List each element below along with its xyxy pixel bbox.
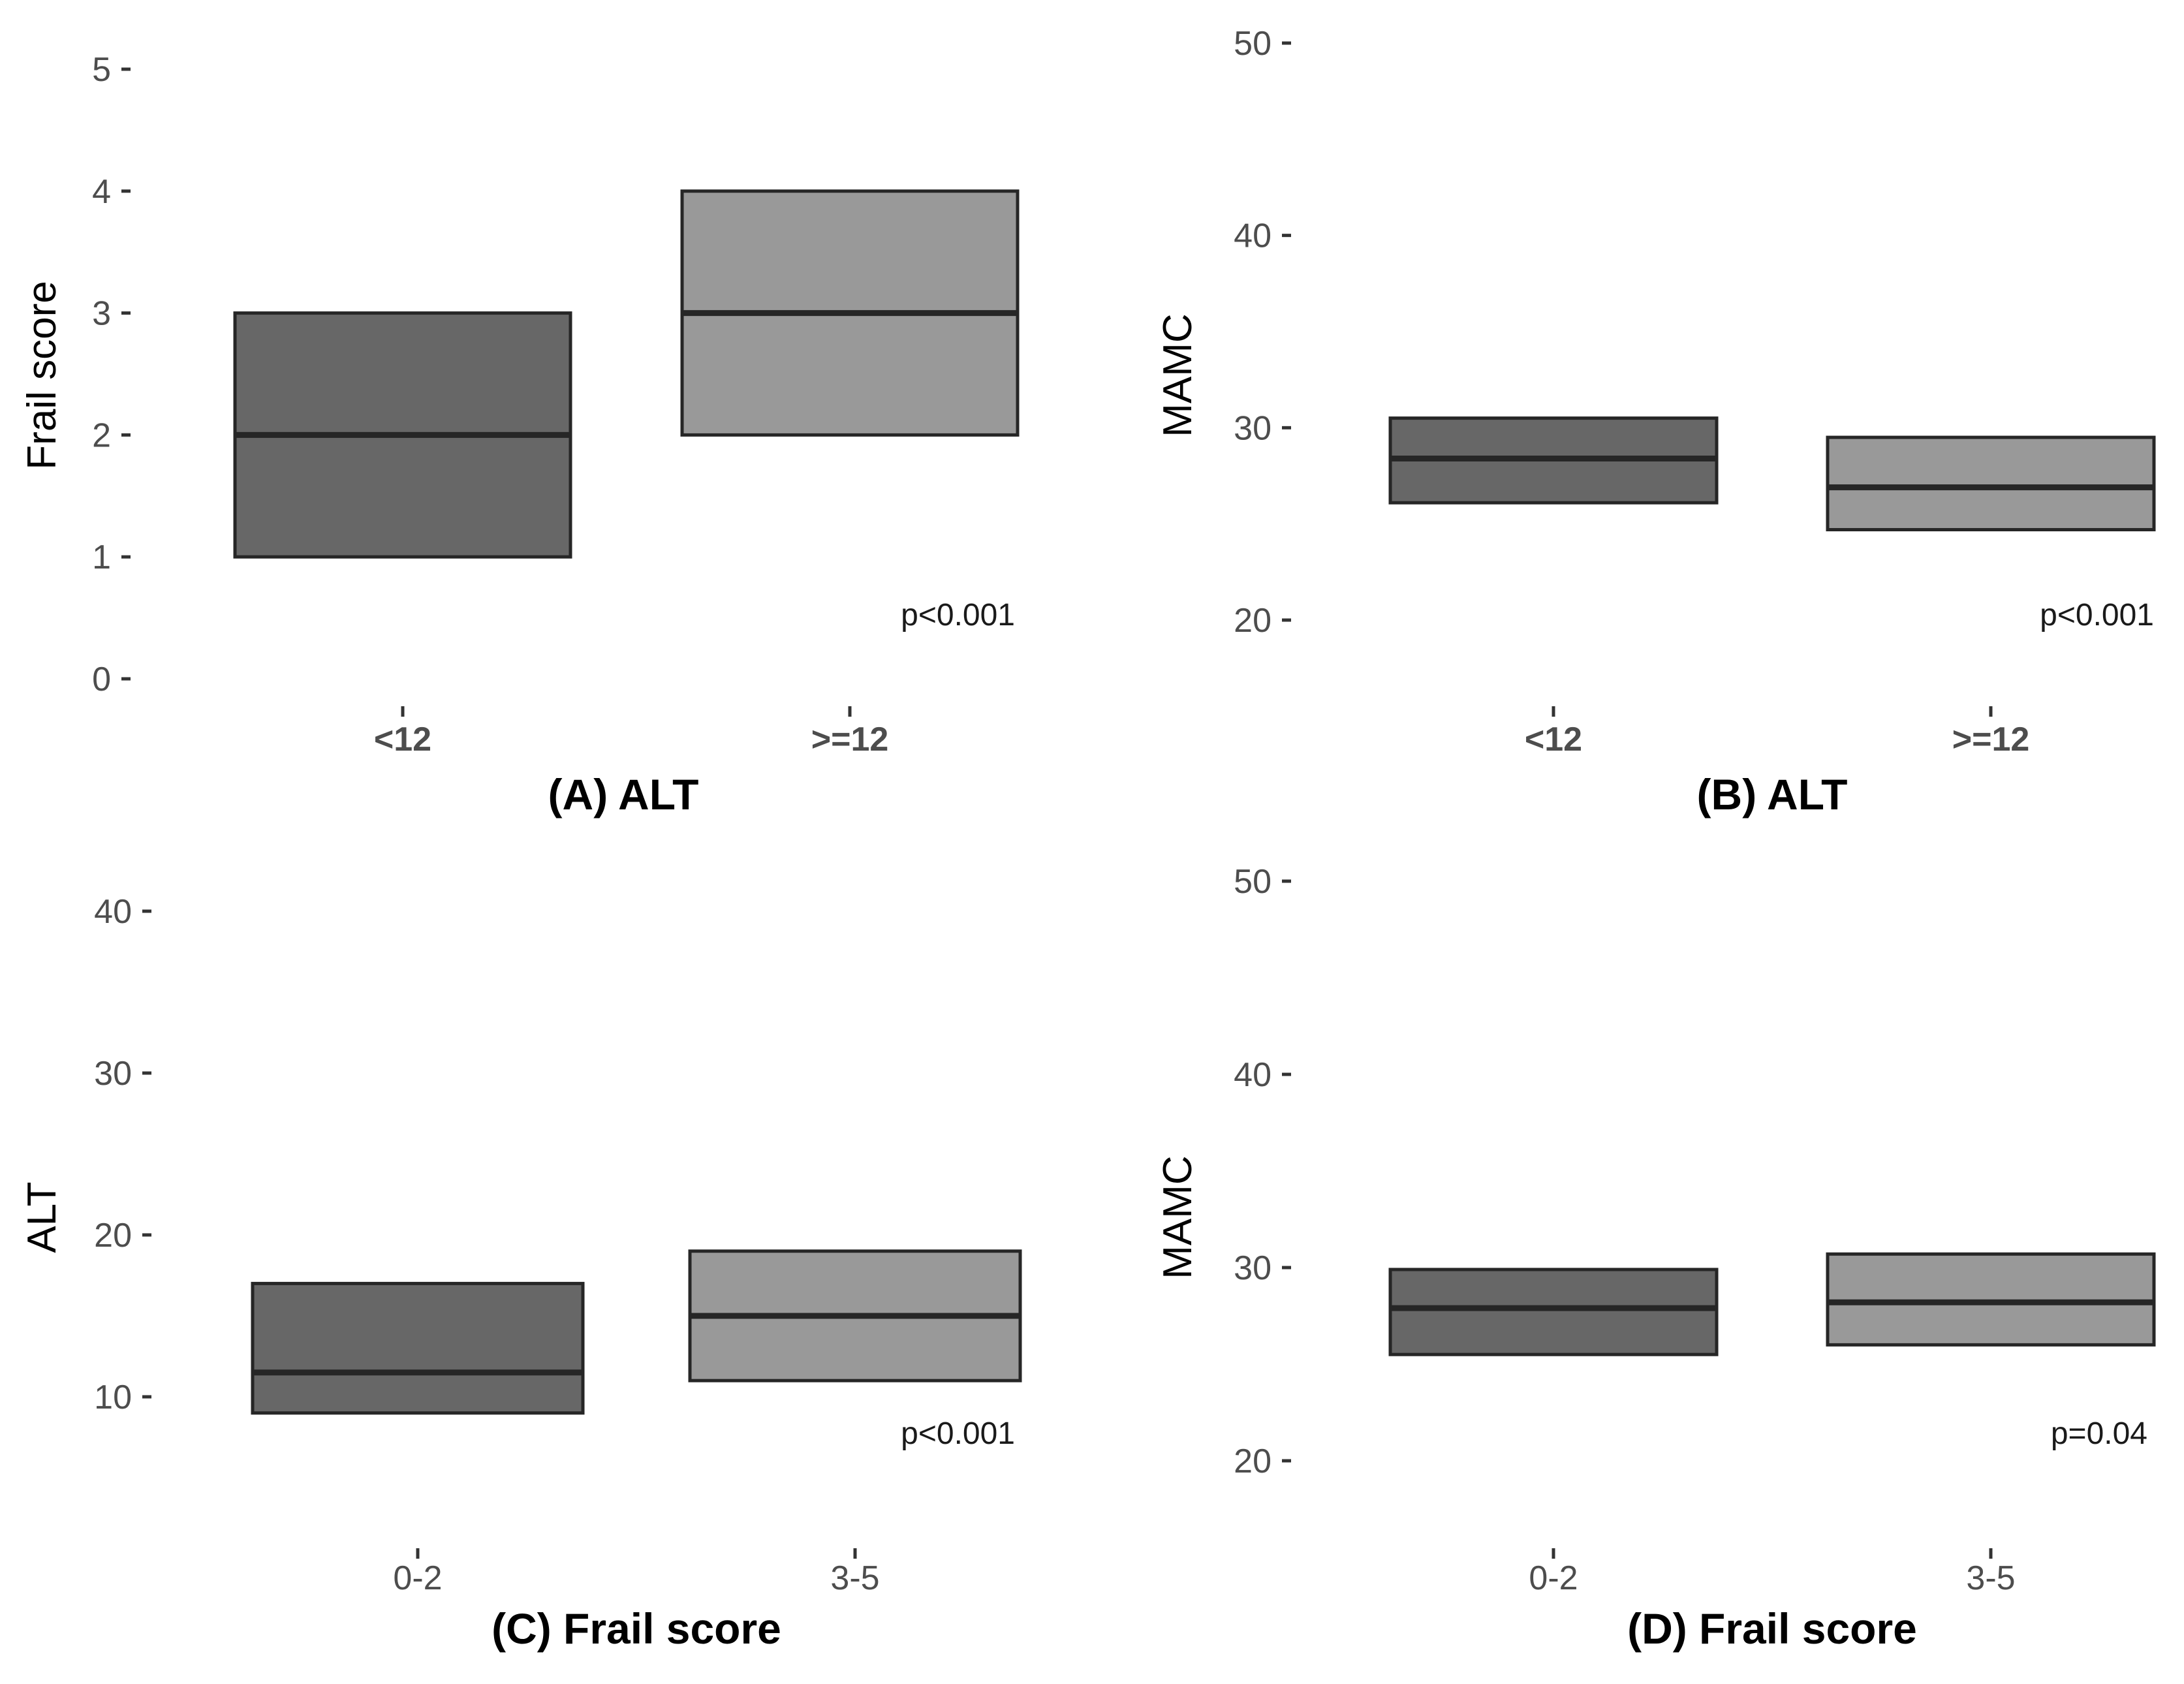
x-tick-label: <12 xyxy=(1525,721,1582,758)
x-axis-title: (B) ALT xyxy=(1697,770,1848,819)
y-tick-label: 1 xyxy=(92,538,111,576)
y-tick-label: 30 xyxy=(1234,1249,1271,1287)
box-2 xyxy=(1826,435,2156,532)
p-value-annotation: p<0.001 xyxy=(901,1416,1015,1451)
x-tick-label: >=12 xyxy=(811,721,889,758)
p-value-annotation: p<0.001 xyxy=(901,598,1015,632)
y-tick-label: 40 xyxy=(1234,1056,1271,1094)
panel-d: 20 30 40 50 0-2 3-5 (D) Frail score MAMC p=0.04 xyxy=(1155,863,2156,1653)
x-tick-label: 3-5 xyxy=(830,1559,879,1597)
y-tick-label: 50 xyxy=(1234,25,1271,63)
y-tick-label: 5 xyxy=(92,51,111,89)
y-tick-label: 30 xyxy=(1234,409,1271,447)
box-1 xyxy=(1388,1268,1719,1356)
panel-b: 20 30 40 50 <12 >=12 (B) ALT MAMC p<0.001 xyxy=(1155,25,2156,819)
y-tick-label: 20 xyxy=(94,1217,132,1255)
box-1 xyxy=(251,1281,585,1415)
y-axis-title: Frail score xyxy=(20,281,65,469)
y-tick-label: 20 xyxy=(1234,602,1271,640)
y-tick-label: 40 xyxy=(94,893,132,931)
y-tick-label: 10 xyxy=(94,1379,132,1416)
y-tick-label: 4 xyxy=(92,173,111,211)
panel-a: 0 1 2 3 4 5 <12 >=12 (A) ALT Frail score p<0.001 xyxy=(20,51,1020,819)
y-tick-label: 20 xyxy=(1234,1442,1271,1480)
p-value-annotation: p=0.04 xyxy=(2051,1416,2147,1451)
y-axis-title: MAMC xyxy=(1155,1155,1200,1279)
y-axis-title: ALT xyxy=(20,1181,65,1253)
panel-c: 10 20 30 40 0-2 3-5 (C) Frail score ALT p<0.001 xyxy=(20,893,1022,1653)
x-axis-title: (D) Frail score xyxy=(1627,1604,1917,1653)
y-tick-label: 3 xyxy=(92,295,111,333)
x-axis-title: (C) Frail score xyxy=(491,1604,781,1653)
x-tick-label: 0-2 xyxy=(393,1559,442,1597)
x-tick-label: 0-2 xyxy=(1529,1559,1578,1597)
x-tick-label: >=12 xyxy=(1952,721,2030,758)
y-tick-label: 0 xyxy=(92,661,111,698)
p-value-annotation: p<0.001 xyxy=(2040,598,2154,632)
y-tick-label: 30 xyxy=(94,1055,132,1093)
y-axis-title: MAMC xyxy=(1155,313,1200,437)
x-tick-label: 3-5 xyxy=(1966,1559,2015,1597)
x-axis-title: (A) ALT xyxy=(548,770,699,819)
y-tick-label: 2 xyxy=(92,416,111,454)
y-tick-label: 50 xyxy=(1234,863,1271,901)
x-tick-label: <12 xyxy=(374,721,431,758)
y-tick-label: 40 xyxy=(1234,217,1271,255)
